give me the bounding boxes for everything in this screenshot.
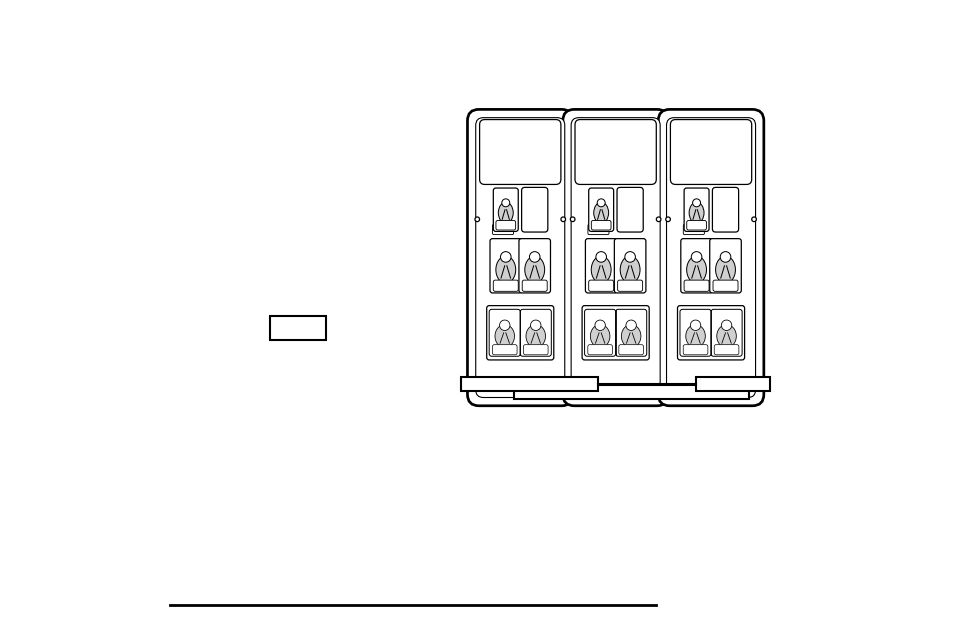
FancyBboxPatch shape <box>709 238 740 293</box>
Ellipse shape <box>524 256 544 283</box>
FancyBboxPatch shape <box>683 280 708 291</box>
FancyBboxPatch shape <box>617 280 642 291</box>
FancyBboxPatch shape <box>587 225 608 235</box>
Circle shape <box>475 217 479 221</box>
Bar <box>514 385 748 399</box>
FancyBboxPatch shape <box>615 309 646 356</box>
Circle shape <box>530 320 540 331</box>
FancyBboxPatch shape <box>496 221 515 230</box>
Circle shape <box>499 320 510 331</box>
FancyBboxPatch shape <box>492 345 517 355</box>
Circle shape <box>596 252 606 262</box>
Ellipse shape <box>686 256 706 283</box>
Circle shape <box>625 320 636 331</box>
Circle shape <box>501 199 509 207</box>
FancyBboxPatch shape <box>519 309 551 356</box>
FancyBboxPatch shape <box>489 309 519 356</box>
FancyBboxPatch shape <box>479 120 560 184</box>
Ellipse shape <box>619 256 639 283</box>
FancyBboxPatch shape <box>521 280 547 291</box>
FancyBboxPatch shape <box>575 120 656 184</box>
Circle shape <box>500 252 511 262</box>
FancyBboxPatch shape <box>677 306 743 360</box>
Ellipse shape <box>590 324 609 348</box>
FancyBboxPatch shape <box>712 188 738 232</box>
FancyBboxPatch shape <box>712 280 738 291</box>
FancyBboxPatch shape <box>467 109 573 406</box>
Circle shape <box>720 320 731 331</box>
Ellipse shape <box>496 256 516 283</box>
Ellipse shape <box>620 324 640 348</box>
FancyBboxPatch shape <box>670 120 751 184</box>
Bar <box>460 377 598 391</box>
Circle shape <box>570 217 575 221</box>
FancyBboxPatch shape <box>618 345 643 355</box>
Ellipse shape <box>685 324 704 348</box>
FancyBboxPatch shape <box>518 238 550 293</box>
Ellipse shape <box>591 256 611 283</box>
FancyBboxPatch shape <box>614 238 645 293</box>
Circle shape <box>656 217 660 221</box>
FancyBboxPatch shape <box>591 221 610 230</box>
Circle shape <box>624 252 635 262</box>
Circle shape <box>529 252 539 262</box>
FancyBboxPatch shape <box>679 309 710 356</box>
Ellipse shape <box>525 324 545 348</box>
FancyBboxPatch shape <box>562 109 668 406</box>
Circle shape <box>597 199 604 207</box>
Circle shape <box>560 217 565 221</box>
Bar <box>270 316 326 340</box>
FancyBboxPatch shape <box>571 118 659 398</box>
Circle shape <box>691 252 701 262</box>
FancyBboxPatch shape <box>714 345 739 355</box>
Circle shape <box>595 320 605 331</box>
FancyBboxPatch shape <box>523 345 548 355</box>
Circle shape <box>720 252 730 262</box>
FancyBboxPatch shape <box>710 309 741 356</box>
FancyBboxPatch shape <box>492 225 513 235</box>
Ellipse shape <box>716 324 736 348</box>
FancyBboxPatch shape <box>587 345 612 355</box>
Ellipse shape <box>715 256 735 283</box>
FancyBboxPatch shape <box>486 306 553 360</box>
FancyBboxPatch shape <box>682 345 707 355</box>
FancyBboxPatch shape <box>588 188 613 232</box>
FancyBboxPatch shape <box>617 188 642 232</box>
FancyBboxPatch shape <box>490 238 521 293</box>
Ellipse shape <box>497 202 513 223</box>
Circle shape <box>751 217 756 221</box>
FancyBboxPatch shape <box>581 306 648 360</box>
FancyBboxPatch shape <box>666 118 755 398</box>
FancyBboxPatch shape <box>680 238 712 293</box>
Bar <box>696 377 769 391</box>
Ellipse shape <box>593 202 608 223</box>
FancyBboxPatch shape <box>683 188 708 232</box>
Circle shape <box>690 320 700 331</box>
FancyBboxPatch shape <box>658 109 763 406</box>
Ellipse shape <box>688 202 703 223</box>
FancyBboxPatch shape <box>493 280 517 291</box>
Circle shape <box>665 217 670 221</box>
FancyBboxPatch shape <box>686 221 705 230</box>
FancyBboxPatch shape <box>521 188 547 232</box>
FancyBboxPatch shape <box>585 238 617 293</box>
Circle shape <box>692 199 700 207</box>
FancyBboxPatch shape <box>476 118 564 398</box>
FancyBboxPatch shape <box>584 309 615 356</box>
Ellipse shape <box>495 324 514 348</box>
FancyBboxPatch shape <box>682 225 703 235</box>
FancyBboxPatch shape <box>588 280 613 291</box>
FancyBboxPatch shape <box>493 188 517 232</box>
